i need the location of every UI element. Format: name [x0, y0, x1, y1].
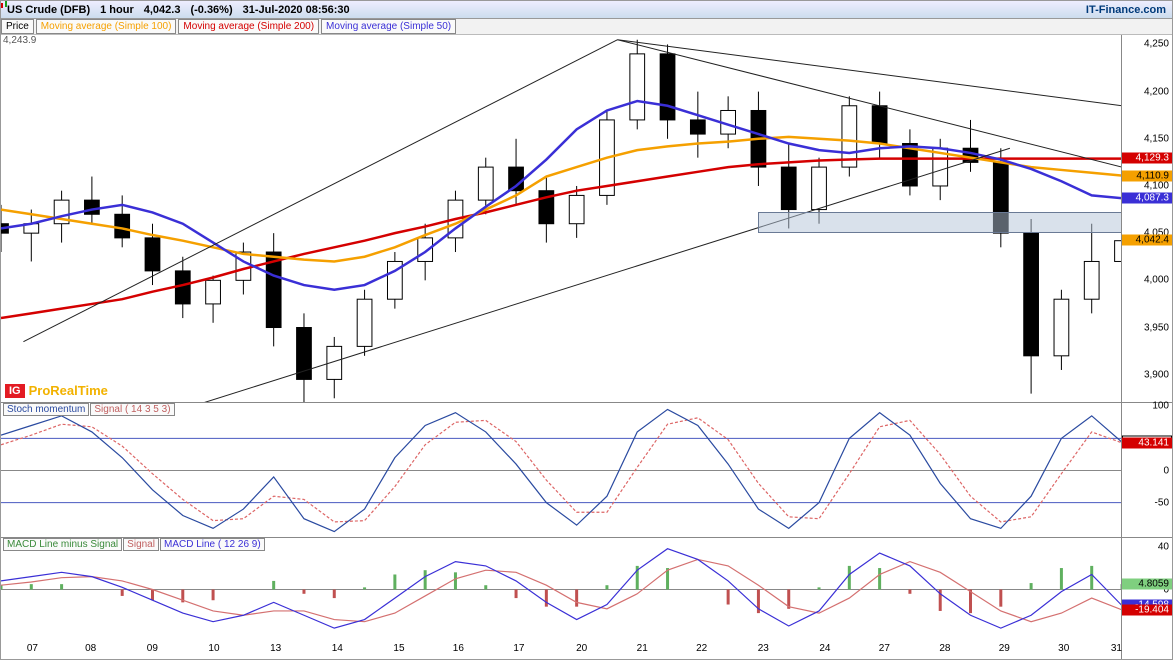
xtick: 07 — [27, 643, 38, 654]
xtick: 17 — [513, 643, 524, 654]
ytick: 0 — [1163, 465, 1169, 476]
xtick: 09 — [147, 643, 158, 654]
xtick: 16 — [453, 643, 464, 654]
symbol-label: US Crude (DFB) — [7, 4, 90, 16]
macd-line-name[interactable]: MACD Line ( 12 26 9) — [160, 538, 265, 551]
xtick: 29 — [999, 643, 1010, 654]
chart-area: 4,243.9 IG ProRealTime Stoch momentumSig… — [1, 35, 1172, 641]
macd-hist-name[interactable]: MACD Line minus Signal — [3, 538, 122, 551]
price-label: 4,042.3 — [144, 4, 181, 16]
chart-window: US Crude (DFB) 1 hour 4,042.3 (-0.36%) 3… — [0, 0, 1173, 660]
price-marker: 4,087.3 — [1122, 192, 1172, 203]
x-axis: 07 08 09 10 13 14 15 16 17 20 21 22 23 24 27 28 29 30 31 — [1, 641, 1172, 659]
macd-legend: MACD Line minus SignalSignalMACD Line ( … — [3, 539, 266, 550]
xtick: 20 — [576, 643, 587, 654]
xtick: 30 — [1058, 643, 1069, 654]
ytick: 4,000 — [1144, 275, 1169, 286]
legend-ma200[interactable]: Moving average (Simple 200) — [178, 19, 319, 34]
price-marker: 4,042.4 — [1122, 235, 1172, 246]
xtick: 23 — [758, 643, 769, 654]
xtick: 08 — [85, 643, 96, 654]
price-marker: -19.404 — [1122, 605, 1172, 616]
main-legend: Price Moving average (Simple 100) Moving… — [1, 19, 1172, 35]
ytick: 4,200 — [1144, 86, 1169, 97]
legend-ma100[interactable]: Moving average (Simple 100) — [36, 19, 177, 34]
ytick: 40 — [1158, 541, 1169, 552]
ytick: 4,250 — [1144, 39, 1169, 50]
stoch-panel[interactable]: Stoch momentumSignal ( 14 3 5 3) — [1, 403, 1122, 538]
macd-panel[interactable]: MACD Line minus SignalSignalMACD Line ( … — [1, 538, 1122, 641]
xtick: 27 — [879, 643, 890, 654]
stoch-signal-name[interactable]: Signal ( 14 3 5 3) — [90, 403, 174, 416]
candlestick-icon — [0, 0, 10, 10]
title-bar: US Crude (DFB) 1 hour 4,042.3 (-0.36%) 3… — [1, 1, 1172, 19]
ytick: 3,900 — [1144, 369, 1169, 380]
macd-signal-name[interactable]: Signal — [123, 538, 159, 551]
macd-yaxis: 0404.8059-14.598-19.404 — [1122, 538, 1172, 641]
ytick: 4,100 — [1144, 180, 1169, 191]
prorealtime-label: ProRealTime — [29, 383, 108, 398]
stoch-yaxis: -50010043.65543.141 — [1122, 403, 1172, 538]
xtick: 21 — [637, 643, 648, 654]
x-axis-spacer — [1122, 641, 1172, 659]
xtick: 31 — [1111, 643, 1122, 654]
xtick: 28 — [939, 643, 950, 654]
macd-svg — [1, 538, 1122, 641]
price-marker: 4,110.9 — [1122, 170, 1172, 181]
ytick: 4,150 — [1144, 133, 1169, 144]
price-marker: 4,129.3 — [1122, 153, 1172, 164]
timestamp-label: 31-Jul-2020 08:56:30 — [243, 4, 350, 16]
xtick: 14 — [332, 643, 343, 654]
price-marker: 43.141 — [1122, 437, 1172, 448]
watermark: IG ProRealTime — [5, 383, 108, 398]
ytick: 100 — [1152, 401, 1169, 412]
x-labels: 07 08 09 10 13 14 15 16 17 20 21 22 23 24 27 28 29 30 31 — [1, 641, 1122, 659]
xtick: 15 — [393, 643, 404, 654]
legend-price[interactable]: Price — [1, 19, 34, 34]
xtick: 10 — [208, 643, 219, 654]
price-panel[interactable]: 4,243.9 IG ProRealTime — [1, 35, 1122, 403]
stoch-name[interactable]: Stoch momentum — [3, 403, 89, 416]
price-yaxis: 3,9003,9504,0004,0504,1004,1504,2004,250… — [1122, 35, 1172, 403]
provider-label: IT-Finance.com — [1086, 4, 1166, 16]
stoch-legend: Stoch momentumSignal ( 14 3 5 3) — [3, 404, 176, 415]
xtick: 24 — [819, 643, 830, 654]
xtick: 13 — [270, 643, 281, 654]
legend-ma50[interactable]: Moving average (Simple 50) — [321, 19, 456, 34]
stoch-svg — [1, 403, 1122, 538]
xtick: 22 — [696, 643, 707, 654]
support-zone — [758, 212, 1122, 233]
price-marker: 4.8059 — [1122, 579, 1172, 590]
change-label: (-0.36%) — [190, 4, 232, 16]
timeframe-label: 1 hour — [100, 4, 134, 16]
ytick: -50 — [1155, 497, 1169, 508]
plot-column: 4,243.9 IG ProRealTime Stoch momentumSig… — [1, 35, 1122, 641]
ig-logo: IG — [5, 384, 25, 398]
ytick: 3,950 — [1144, 322, 1169, 333]
y-axis-column: 3,9003,9504,0004,0504,1004,1504,2004,250… — [1122, 35, 1172, 641]
